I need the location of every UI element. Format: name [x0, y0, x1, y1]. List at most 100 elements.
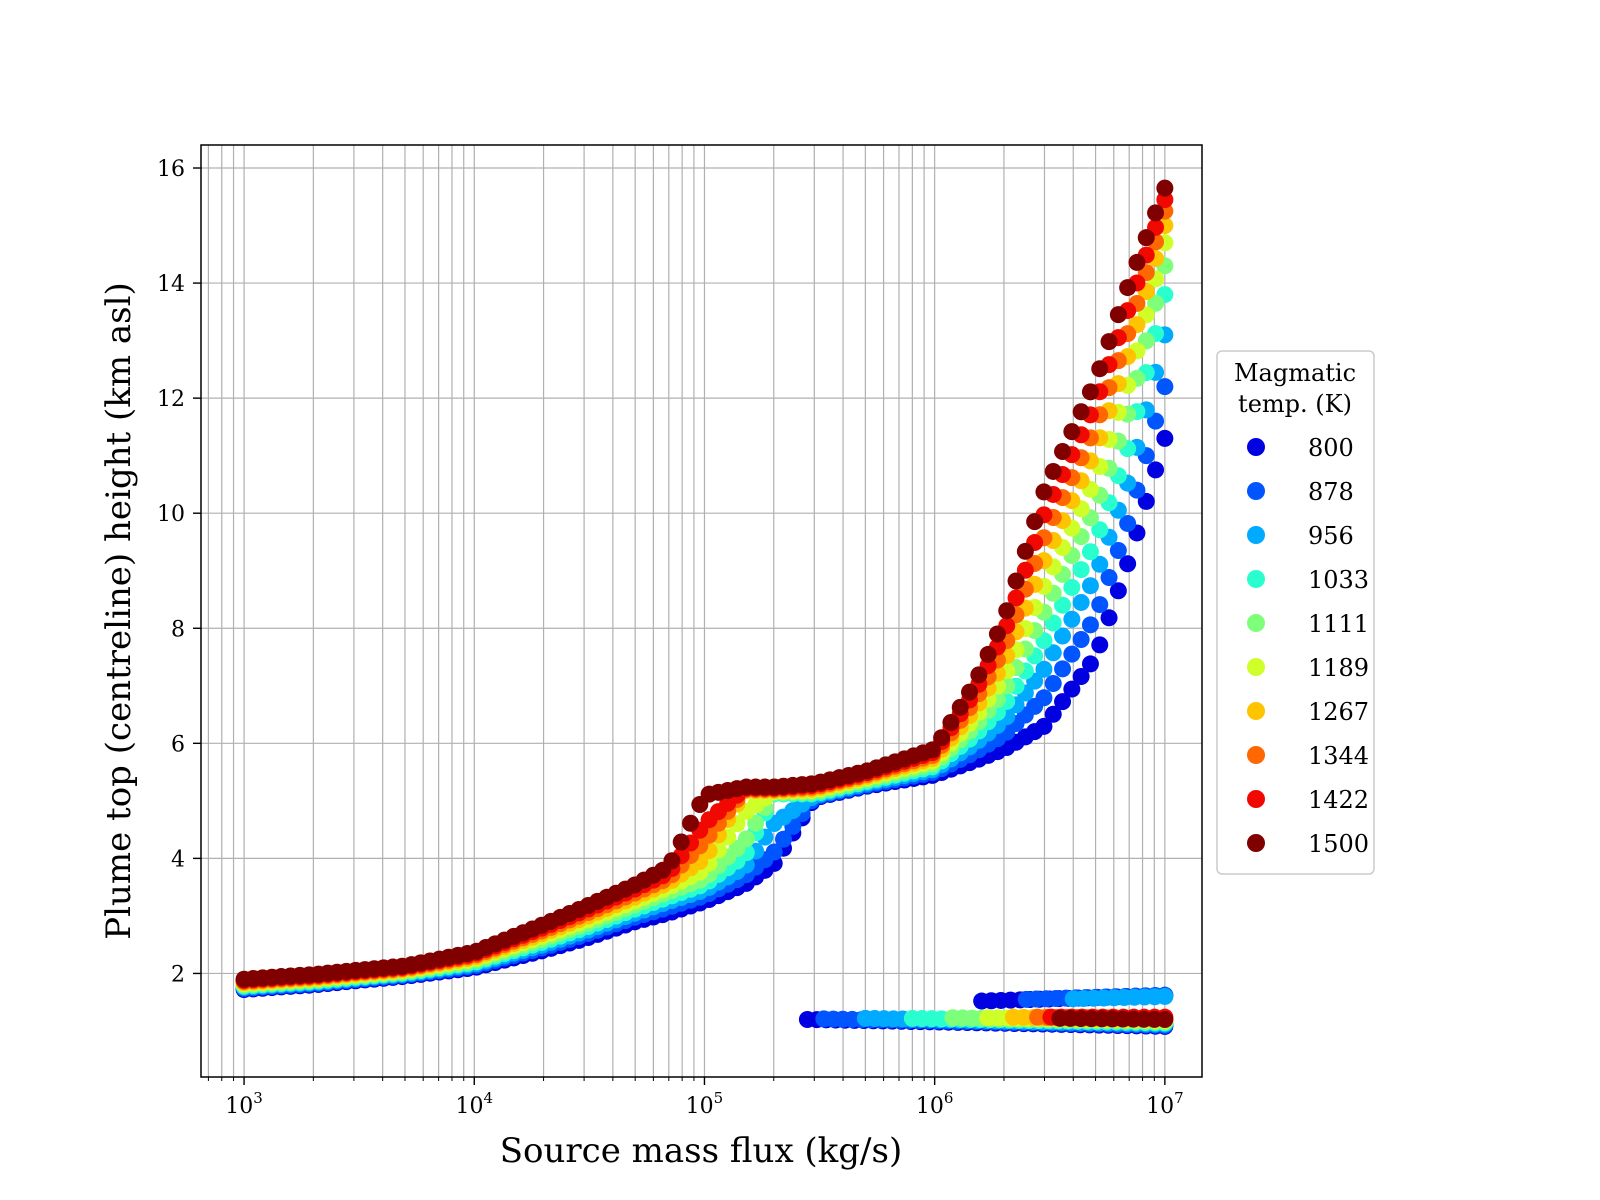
legend-label-1033: 1033: [1308, 566, 1369, 594]
data-point: [1072, 630, 1090, 648]
legend-marker-1422: [1247, 790, 1265, 808]
data-point: [1035, 660, 1053, 678]
legend-marker-956: [1247, 526, 1265, 544]
x-axis-title: Source mass flux (kg/s): [500, 1131, 902, 1171]
data-point: [737, 830, 755, 848]
data-point: [775, 830, 793, 848]
data-point: [1119, 279, 1137, 297]
data-points: [235, 179, 1174, 1035]
data-point: [923, 741, 941, 759]
legend-title-line1: Magmatic: [1234, 359, 1356, 387]
data-point: [1054, 443, 1072, 461]
data-point: [1054, 660, 1072, 678]
data-point: [663, 852, 681, 870]
data-point: [1063, 423, 1081, 441]
data-point: [998, 602, 1016, 620]
y-tick-label: 4: [171, 847, 185, 872]
data-point: [1063, 645, 1081, 663]
data-point: [1072, 668, 1090, 686]
data-point: [942, 714, 960, 732]
data-point: [1091, 555, 1109, 573]
data-point: [1156, 378, 1174, 396]
data-point: [1109, 582, 1127, 600]
x-tick-label: 106: [916, 1089, 954, 1119]
data-point: [1147, 204, 1165, 222]
data-point: [1044, 644, 1062, 662]
series-1500: [235, 179, 1174, 1028]
data-point: [1035, 717, 1053, 735]
data-point: [1072, 561, 1090, 579]
data-point: [1100, 569, 1118, 587]
y-tick-label: 8: [171, 617, 185, 642]
legend: Magmatic temp. (K) 800 878 956 1033 1111 1189…: [1216, 350, 1375, 875]
data-point: [1147, 294, 1165, 312]
data-point: [1109, 306, 1127, 324]
data-point: [1054, 693, 1072, 711]
data-point: [682, 814, 700, 832]
data-point: [1091, 521, 1109, 539]
data-point: [1119, 555, 1137, 573]
data-point: [1081, 577, 1099, 595]
data-point: [1091, 636, 1109, 654]
x-tick-label: 103: [225, 1089, 263, 1119]
data-point: [1035, 483, 1053, 501]
data-point: [1063, 680, 1081, 698]
data-point: [1156, 1010, 1174, 1028]
y-tick-label: 16: [157, 157, 185, 182]
legend-label-1500: 1500: [1308, 830, 1369, 858]
y-tick-label: 10: [157, 502, 185, 527]
data-point: [970, 666, 988, 684]
x-tick-labels: 103 104 105 106 107: [225, 1089, 1183, 1119]
data-point: [1007, 589, 1025, 607]
plot-frame: [200, 144, 1203, 1078]
y-tick-label: 2: [171, 962, 185, 987]
data-point: [1016, 542, 1034, 560]
x-tick-label: 107: [1146, 1089, 1184, 1119]
data-point: [1081, 383, 1099, 401]
data-point: [1044, 705, 1062, 723]
data-point: [1035, 689, 1053, 707]
legend-marker-1033: [1247, 570, 1265, 588]
data-point: [1156, 429, 1174, 447]
y-tick-label: 12: [157, 387, 185, 412]
data-point: [979, 645, 997, 663]
data-point: [1063, 578, 1081, 596]
legend-label-1111: 1111: [1308, 610, 1369, 638]
data-point: [1128, 253, 1146, 271]
legend-label-1267: 1267: [1308, 698, 1369, 726]
data-point: [1081, 616, 1099, 634]
data-point: [988, 625, 1006, 643]
data-point: [1137, 492, 1155, 510]
y-axis-title: Plume top (centreline) height (km asl): [99, 282, 139, 940]
legend-box: [1216, 350, 1375, 875]
data-point: [1081, 543, 1099, 561]
x-tick-label: 105: [686, 1089, 724, 1119]
data-point: [1081, 655, 1099, 673]
legend-title-line2: temp. (K): [1238, 390, 1352, 418]
data-point: [933, 729, 951, 747]
data-point: [1091, 596, 1109, 614]
data-point: [1147, 461, 1165, 479]
data-point: [1137, 229, 1155, 247]
data-point: [1072, 593, 1090, 611]
legend-marker-800: [1247, 438, 1265, 456]
data-point: [1100, 609, 1118, 627]
data-point: [1109, 541, 1127, 559]
legend-label-1344: 1344: [1308, 742, 1369, 770]
legend-marker-1267: [1247, 702, 1265, 720]
data-point: [1044, 674, 1062, 692]
legend-marker-1189: [1247, 658, 1265, 676]
legend-label-1422: 1422: [1308, 786, 1369, 814]
y-tick-labels: 2 4 6 8 10 12 14 16: [157, 157, 185, 987]
y-tick-label: 6: [171, 732, 185, 757]
data-point: [1054, 627, 1072, 645]
data-point: [1026, 513, 1044, 531]
legend-label-956: 956: [1308, 522, 1354, 550]
data-point: [765, 843, 783, 861]
legend-marker-878: [1247, 482, 1265, 500]
data-point: [1054, 596, 1072, 614]
data-point: [747, 814, 765, 832]
data-point: [1072, 403, 1090, 421]
data-point: [672, 833, 690, 851]
